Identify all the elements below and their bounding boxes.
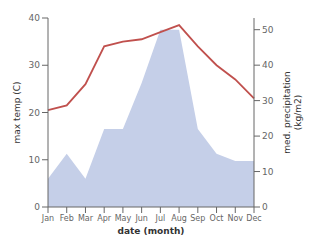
svg-text:Sep: Sep [190, 214, 205, 223]
svg-text:Apr: Apr [97, 214, 112, 223]
svg-text:40: 40 [262, 60, 274, 70]
svg-text:Jul: Jul [155, 214, 166, 223]
svg-text:Dec: Dec [246, 214, 261, 223]
svg-text:30: 30 [262, 96, 274, 106]
svg-text:10: 10 [262, 167, 274, 177]
svg-text:Oct: Oct [210, 214, 224, 223]
svg-text:50: 50 [262, 25, 274, 35]
svg-text:Mar: Mar [78, 214, 94, 223]
svg-text:30: 30 [29, 60, 41, 70]
svg-text:Nov: Nov [227, 214, 243, 223]
svg-text:0: 0 [262, 202, 268, 212]
svg-text:May: May [115, 214, 132, 223]
svg-text:10: 10 [29, 155, 41, 165]
svg-text:0: 0 [34, 202, 40, 212]
svg-text:max temp (C): max temp (C) [12, 81, 22, 143]
svg-text:Aug: Aug [171, 214, 187, 223]
svg-text:40: 40 [29, 13, 41, 23]
svg-text:med. precipitation(kg/m2): med. precipitation(kg/m2) [282, 71, 303, 153]
svg-text:20: 20 [29, 108, 41, 118]
svg-text:Jun: Jun [134, 214, 148, 223]
svg-text:20: 20 [262, 131, 274, 141]
svg-text:Jan: Jan [41, 214, 54, 223]
svg-text:Feb: Feb [60, 214, 74, 223]
svg-text:date (month): date (month) [118, 226, 185, 236]
